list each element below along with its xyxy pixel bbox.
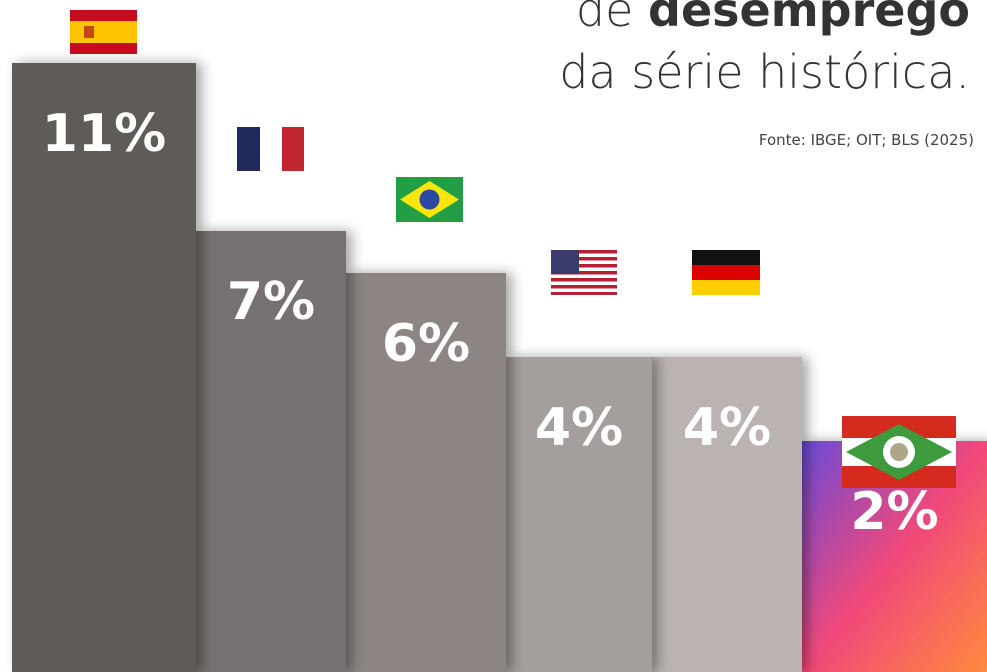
- value-label: 4%: [535, 398, 623, 458]
- value-label: 2%: [850, 482, 938, 542]
- source: Fonte: IBGE; OIT; BLS (2025): [759, 131, 974, 149]
- bar: [346, 273, 506, 672]
- flag-france: [237, 127, 304, 171]
- flag-usa: [551, 250, 617, 295]
- value-label: 4%: [683, 398, 771, 458]
- bar: [196, 231, 346, 672]
- title-bold: desemprego: [648, 0, 970, 37]
- value-label: 6%: [382, 314, 470, 374]
- flag-santa-catarina: [842, 416, 956, 488]
- bar: [12, 63, 196, 672]
- bar: [506, 357, 652, 672]
- chart-title-line2: da série histórica.: [559, 45, 970, 99]
- flag-spain: [70, 10, 137, 54]
- value-label: 7%: [227, 272, 315, 332]
- chart-title: de desemprego: [576, 0, 970, 37]
- flag-brazil: [396, 177, 463, 222]
- flag-germany: [692, 250, 760, 295]
- value-label: 11%: [42, 104, 166, 164]
- title-light: de: [576, 0, 634, 37]
- bar: [652, 357, 802, 672]
